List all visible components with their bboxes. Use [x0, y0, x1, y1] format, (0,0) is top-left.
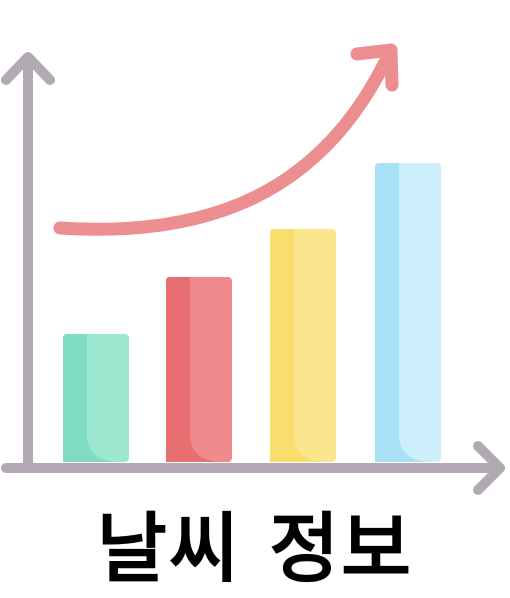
caption-title: 날씨 정보 [96, 504, 414, 593]
bar-3 [270, 229, 336, 462]
trend-curve [53, 55, 392, 236]
axes-icon [1, 52, 505, 495]
x-axis-arrowhead [473, 441, 505, 495]
bar-2 [166, 277, 232, 462]
bar-2-shade [166, 277, 224, 462]
bar-4-shade [375, 163, 433, 462]
bar-3-shade [270, 229, 328, 462]
y-axis-arrowhead [1, 52, 55, 85]
bar-1-shade [63, 334, 121, 462]
rising-bar-chart-icon [1, 43, 505, 495]
bar-4 [375, 163, 441, 462]
bar-1 [63, 334, 129, 462]
trend-arrowhead [350, 43, 399, 92]
trend-arrow-icon [53, 43, 399, 236]
